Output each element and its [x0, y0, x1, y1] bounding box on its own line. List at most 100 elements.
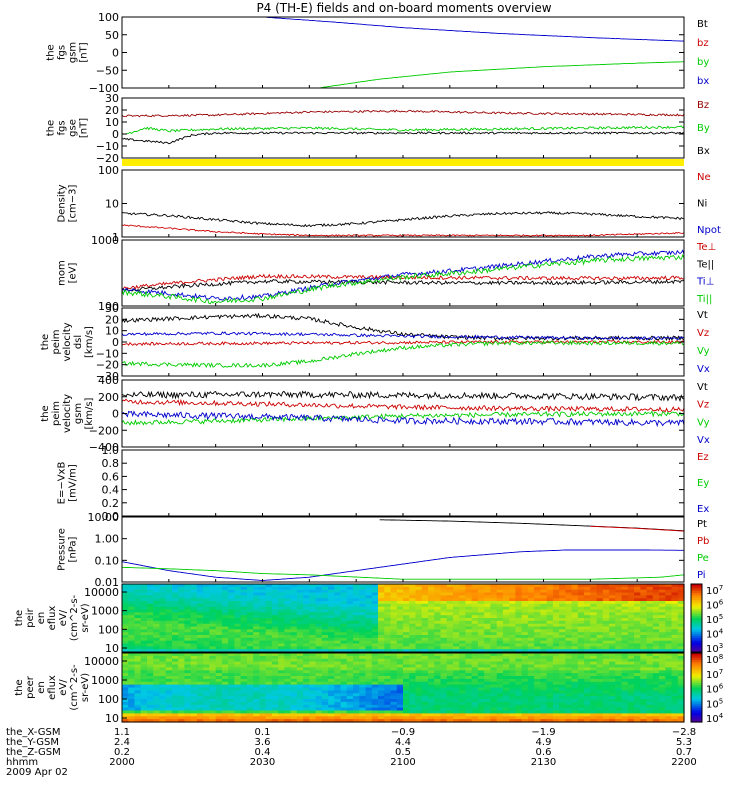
spectrogram-cell	[509, 704, 516, 709]
spectrogram-cell	[571, 704, 579, 709]
spectrogram-cell	[621, 704, 629, 709]
spectrogram-cell	[546, 643, 554, 647]
spectrogram-cell	[596, 643, 604, 647]
spectrogram-cell	[128, 704, 135, 709]
spectrogram-cell	[627, 681, 635, 686]
spectrogram-cell	[359, 623, 367, 628]
spectrogram-cell	[378, 690, 385, 694]
spectrogram-cell	[440, 606, 448, 611]
spectrogram-cell	[172, 693, 179, 697]
spectrogram-cell	[509, 629, 516, 633]
colorbar-segment	[691, 678, 702, 682]
spectrogram-cell	[509, 606, 516, 611]
spectrogram-cell	[446, 667, 454, 671]
spectrogram-cell	[565, 592, 573, 596]
y-axis-label: eflux	[47, 675, 58, 700]
spectrogram-cell	[415, 696, 423, 700]
spectrogram-cell	[446, 629, 454, 633]
spectrogram-cell	[315, 606, 323, 611]
spectrogram-cell	[577, 649, 585, 653]
spectrogram-cell	[365, 601, 373, 605]
spectrogram-cell	[440, 667, 448, 671]
spectrogram-cell	[446, 670, 454, 674]
spectrogram-cell	[640, 603, 648, 608]
spectrogram-cell	[534, 670, 541, 674]
y-axis-label: gse	[68, 119, 79, 137]
spectrogram-cell	[421, 710, 429, 714]
spectrogram-cell	[434, 598, 441, 602]
y-tick-label: −400	[89, 441, 119, 454]
spectrogram-cell	[128, 612, 135, 616]
spectrogram-cell	[471, 589, 479, 594]
spectrogram-cell	[215, 658, 223, 663]
spectrogram-cell	[178, 667, 185, 671]
spectrogram-cell	[577, 606, 585, 611]
spectrogram-cell	[228, 649, 235, 653]
spectrogram-cell	[434, 615, 441, 619]
spectrogram-cell	[165, 696, 173, 700]
spectrogram-cell	[559, 646, 566, 650]
spectrogram-cell	[559, 653, 566, 657]
spectrogram-cell	[359, 603, 367, 608]
spectrogram-cell	[215, 584, 223, 588]
spectrogram-cell	[515, 603, 523, 608]
spectrogram-cell	[228, 664, 235, 668]
spectrogram-cell	[415, 676, 423, 680]
spectrogram-cell	[228, 618, 235, 622]
spectrogram-cell	[515, 710, 523, 714]
spectrogram-cell	[640, 681, 648, 686]
spectrogram-cell	[409, 699, 416, 703]
spectrogram-cell	[203, 678, 210, 683]
spectrogram-cell	[534, 623, 541, 628]
spectrogram-cell	[415, 620, 423, 625]
spectrogram-cell	[122, 690, 129, 694]
spectrogram-cell	[390, 649, 398, 653]
spectrogram-cell	[178, 606, 185, 611]
spectrogram-cell	[209, 649, 217, 653]
spectrogram-cell	[203, 704, 210, 709]
spectrogram-cell	[546, 658, 554, 663]
spectrogram-cell	[147, 586, 154, 591]
spectrogram-cell	[421, 589, 429, 594]
spectrogram-cell	[446, 620, 454, 625]
spectrogram-cell	[346, 598, 354, 602]
spectrogram-cell	[471, 681, 479, 686]
spectrogram-cell	[609, 690, 616, 694]
spectrogram-cell	[571, 687, 579, 691]
spectrogram-cell	[346, 710, 354, 714]
spectrogram-cell	[521, 615, 529, 619]
spectrogram-cell	[346, 693, 354, 697]
spectrogram-cell	[172, 606, 179, 611]
spectrogram-cell	[484, 710, 491, 714]
spectrogram-cell	[540, 713, 548, 717]
spectrogram-cell	[228, 603, 235, 608]
spectrogram-cell	[659, 658, 666, 663]
spectrogram-cell	[215, 699, 223, 703]
spectrogram-cell	[140, 615, 148, 619]
spectrogram-cell	[615, 676, 623, 680]
spectrogram-cell	[271, 653, 279, 657]
spectrogram-cell	[296, 673, 304, 677]
spectrogram-cell	[559, 667, 566, 671]
spectrogram-cell	[290, 658, 298, 663]
spectrogram-cell	[353, 601, 360, 605]
spectrogram-cell	[265, 653, 273, 657]
spectrogram-cell	[190, 676, 198, 680]
spectrogram-cell	[609, 664, 616, 668]
spectrogram-cell	[540, 664, 548, 668]
spectrogram-cell	[465, 640, 473, 645]
spectrogram-cell	[253, 615, 260, 619]
spectrogram-cell	[278, 713, 285, 717]
spectrogram-cell	[403, 704, 410, 709]
spectrogram-cell	[677, 658, 685, 663]
spectrogram-cell	[590, 655, 598, 660]
series-fgs_gsm-by	[318, 61, 684, 89]
spectrogram-cell	[534, 696, 541, 700]
spectrogram-cell	[677, 699, 685, 703]
spectrogram-cell	[165, 716, 173, 720]
spectrogram-cell	[446, 623, 454, 628]
spectrogram-cell	[409, 592, 416, 596]
spectrogram-cell	[178, 618, 185, 622]
spectrogram-cell	[203, 693, 210, 697]
spectrogram-cell	[527, 713, 535, 717]
